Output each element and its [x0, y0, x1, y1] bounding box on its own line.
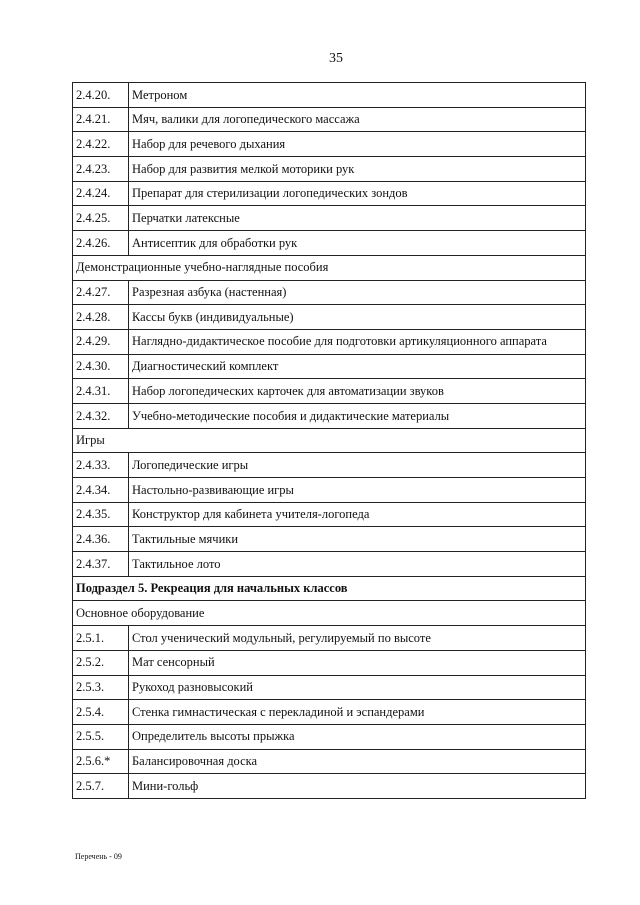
item-number: 2.5.3.: [72, 674, 129, 701]
item-name: Стенка гимнастическая с перекладиной и э…: [128, 699, 586, 725]
item-name: Балансировочная доска: [128, 748, 586, 775]
item-name: Рукоход разновысокий: [128, 674, 586, 701]
item-name: Определитель высоты прыжка: [128, 723, 586, 750]
item-name: Набор логопедических карточек для автома…: [128, 378, 586, 404]
item-number: 2.4.24.: [72, 180, 129, 207]
section-heading: Демонстрационные учебно-наглядные пособи…: [72, 254, 586, 281]
table-row: 2.4.25. Перчатки латексные: [72, 205, 586, 232]
item-name: Мяч, валики для логопедического массажа: [128, 106, 586, 133]
item-name: Наглядно-дидактическое пособие для подго…: [128, 328, 586, 355]
item-number: 2.4.37.: [72, 551, 129, 577]
table-row: 2.5.2. Мат сенсорный: [72, 649, 586, 676]
table-row: 2.4.22. Набор для речевого дыхания: [72, 131, 586, 158]
item-number: 2.4.30.: [72, 353, 129, 380]
table-row: 2.4.32. Учебно-методические пособия и дид…: [72, 402, 586, 429]
item-name: Набор для речевого дыхания: [128, 131, 586, 158]
section-row: Основное оборудование: [72, 600, 586, 627]
item-name: Метроном: [128, 82, 586, 108]
item-number: 2.4.32.: [72, 402, 129, 429]
table-row: 2.4.23. Набор для развития мелкой моторик…: [72, 156, 586, 182]
table-row: 2.5.3. Рукоход разновысокий: [72, 674, 586, 701]
item-name: Мини-гольф: [128, 773, 586, 799]
item-name: Стол ученический модульный, регулируемый…: [128, 625, 586, 651]
item-number: 2.4.26.: [72, 230, 129, 256]
item-number: 2.4.25.: [72, 205, 129, 232]
section-heading: Игры: [72, 427, 586, 454]
section-row: Подраздел 5. Рекреация для начальных кла…: [72, 575, 586, 602]
item-name: Диагностический комплект: [128, 353, 586, 380]
item-number: 2.4.27.: [72, 279, 129, 306]
table-row: 2.5.5. Определитель высоты прыжка: [72, 723, 586, 750]
table-row: 2.4.37. Тактильное лото: [72, 551, 586, 577]
table-row: 2.4.27. Разрезная азбука (настенная): [72, 279, 586, 306]
table-row: 2.5.1. Стол ученический модульный, регули…: [72, 625, 586, 651]
table-row: 2.4.31. Набор логопедических карточек для…: [72, 378, 586, 404]
page-number: 35: [329, 51, 343, 66]
item-number: 2.4.35.: [72, 501, 129, 528]
table-row: 2.4.24. Препарат для стерилизации логопед…: [72, 180, 586, 207]
item-name: Перчатки латексные: [128, 205, 586, 232]
footer-label: Перечень - 09: [75, 852, 122, 861]
section-heading: Основное оборудование: [72, 600, 586, 627]
item-number: 2.4.20.: [72, 82, 129, 108]
table-row: 2.4.34. Настольно-развивающие игры: [72, 477, 586, 503]
table-row: 2.4.30. Диагностический комплект: [72, 353, 586, 380]
section-row: Демонстрационные учебно-наглядные пособи…: [72, 254, 586, 281]
table-row: 2.4.36. Тактильные мячики: [72, 526, 586, 553]
table-row: 2.4.33. Логопедические игры: [72, 452, 586, 478]
item-name: Настольно-развивающие игры: [128, 477, 586, 503]
item-number: 2.5.5.: [72, 723, 129, 750]
section-row: Игры: [72, 427, 586, 454]
item-number: 2.5.1.: [72, 625, 129, 651]
item-name: Антисептик для обработки рук: [128, 230, 586, 256]
item-name: Тактильное лото: [128, 551, 586, 577]
table-row: 2.5.6.* Балансировочная доска: [72, 748, 586, 775]
item-number: 2.4.31.: [72, 378, 129, 404]
item-name: Логопедические игры: [128, 452, 586, 478]
table-row: 2.4.21. Мяч, валики для логопедического м…: [72, 106, 586, 133]
item-number: 2.4.23.: [72, 156, 129, 182]
table-row: 2.4.20. Метроном: [72, 82, 586, 108]
item-number: 2.4.29.: [72, 328, 129, 355]
table-row: 2.4.28. Кассы букв (индивидуальные): [72, 304, 586, 330]
item-name: Разрезная азбука (настенная): [128, 279, 586, 306]
item-number: 2.5.2.: [72, 649, 129, 676]
item-name: Мат сенсорный: [128, 649, 586, 676]
item-number: 2.5.4.: [72, 699, 129, 725]
item-name: Кассы букв (индивидуальные): [128, 304, 586, 330]
item-number: 2.4.21.: [72, 106, 129, 133]
table-row: 2.4.35. Конструктор для кабинета учителя-…: [72, 501, 586, 528]
item-number: 2.4.28.: [72, 304, 129, 330]
table-row: 2.5.7. Мини-гольф: [72, 773, 586, 799]
table-row: 2.4.29. Наглядно-дидактическое пособие дл…: [72, 328, 586, 355]
table-row: 2.5.4. Стенка гимнастическая с перекладин…: [72, 699, 586, 725]
equipment-table: 2.4.20. Метроном 2.4.21. Мяч, валики для ло…: [72, 82, 586, 799]
section-heading: Подраздел 5. Рекреация для начальных кла…: [72, 575, 586, 602]
item-number: 2.4.22.: [72, 131, 129, 158]
item-name: Набор для развития мелкой моторики рук: [128, 156, 586, 182]
table-row: 2.4.26. Антисептик для обработки рук: [72, 230, 586, 256]
item-name: Учебно-методические пособия и дидактичес…: [128, 402, 586, 429]
item-name: Конструктор для кабинета учителя-логопед…: [128, 501, 586, 528]
item-number: 2.4.33.: [72, 452, 129, 478]
item-number: 2.4.34.: [72, 477, 129, 503]
item-name: Тактильные мячики: [128, 526, 586, 553]
item-name: Препарат для стерилизации логопедических…: [128, 180, 586, 207]
item-number: 2.4.36.: [72, 526, 129, 553]
item-number: 2.5.7.: [72, 773, 129, 799]
item-number: 2.5.6.*: [72, 748, 129, 775]
